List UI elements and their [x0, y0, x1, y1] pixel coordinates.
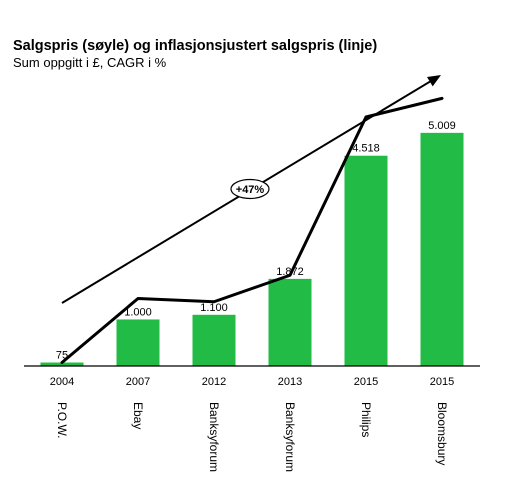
bar-value-label: 1.000	[124, 306, 152, 318]
cagr-badge	[230, 178, 270, 200]
x-tick-seller: P.O.W.	[55, 402, 69, 438]
inflation-adjusted-line	[60, 96, 444, 365]
bar	[268, 278, 312, 366]
x-tick-year: 2015	[430, 376, 454, 388]
x-tick-seller: Banksyforum	[283, 402, 297, 472]
bar	[192, 314, 236, 366]
bar	[116, 319, 160, 366]
bar-value-label: 4.518	[352, 143, 380, 155]
bar	[420, 132, 464, 366]
x-tick-year: 2004	[50, 376, 74, 388]
chart-subtitle: Sum oppgitt i £, CAGR i %	[13, 55, 167, 70]
x-tick-year: 2015	[354, 376, 378, 388]
x-tick-seller: Bloomsbury	[435, 402, 449, 465]
bar-value-label: 5.009	[428, 120, 456, 132]
x-tick-seller: Banksyforum	[207, 402, 221, 472]
bar-value-label: 1.100	[200, 302, 228, 314]
x-tick-year: 2012	[202, 376, 226, 388]
x-tick-seller: Ebay	[131, 402, 145, 429]
x-tick-year: 2013	[278, 376, 302, 388]
x-tick-seller: Philips	[359, 402, 373, 437]
x-tick-year: 2007	[126, 376, 150, 388]
cagr-label: +47%	[236, 184, 265, 196]
bar	[344, 155, 388, 366]
bar	[40, 362, 84, 366]
cagr-arrow-head	[427, 75, 441, 87]
chart-title: Salgspris (søyle) og inflasjonsjustert s…	[13, 38, 378, 54]
